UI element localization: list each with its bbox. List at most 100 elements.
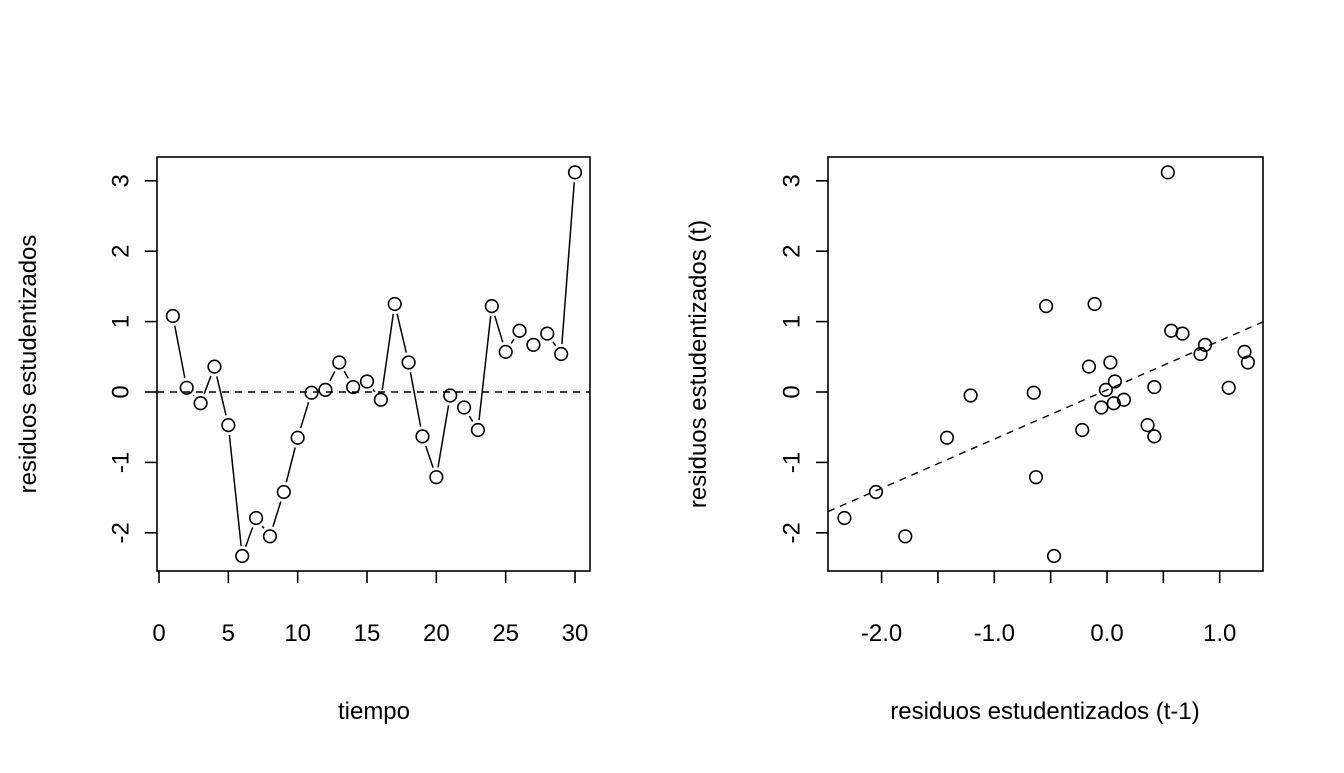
data-point: [387, 296, 402, 312]
y-tick-label: 3: [108, 174, 135, 187]
data-point: [1087, 296, 1102, 312]
data-point: [1039, 299, 1054, 314]
data-point: [1026, 385, 1041, 400]
segment: [381, 313, 395, 390]
y-axis: -2 -1 0 1 2 3: [779, 174, 828, 543]
x-axis-label: residuos estudentizados (t-1): [890, 698, 1200, 725]
segment: [329, 371, 336, 382]
x-axis: -2.0 -1.0 0.0 1.0: [861, 571, 1236, 647]
segment: [561, 182, 575, 345]
data-point: [221, 417, 236, 433]
y-tick-label: 0: [108, 385, 135, 398]
segment: [468, 415, 474, 422]
segment: [272, 501, 282, 527]
data-point: [540, 326, 555, 341]
data-point: [359, 374, 375, 389]
data-point: [498, 344, 513, 359]
data-point: [207, 359, 222, 374]
segment: [216, 376, 227, 416]
data-points: [837, 165, 1255, 564]
data-point: [484, 299, 499, 314]
data-point: [415, 429, 430, 444]
segment: [261, 525, 265, 529]
segment: [409, 372, 422, 427]
y-tick-label: 2: [779, 245, 806, 258]
data-point: [1107, 374, 1122, 389]
connecting-lines: [174, 182, 575, 547]
y-tick-label: -1: [779, 452, 806, 473]
segment: [174, 325, 186, 379]
data-point: [401, 355, 416, 370]
data-point: [1098, 382, 1113, 397]
y-tick-label: 0: [779, 385, 806, 398]
x-axis-label: tiempo: [338, 698, 410, 725]
data-point: [963, 388, 978, 403]
x-tick-label: 20: [423, 620, 450, 647]
data-point: [443, 388, 458, 403]
x-axis: 0 5 10 15 20 25 30: [152, 571, 588, 647]
data-point: [179, 380, 194, 395]
segment: [437, 405, 450, 468]
plot-box: [827, 156, 1264, 572]
data-point: [526, 337, 541, 352]
data-point: [346, 379, 361, 395]
y-axis-label: residuos estudentizados (t): [685, 220, 712, 508]
y-tick-label: 2: [108, 245, 135, 258]
data-point: [332, 355, 347, 370]
x-tick-label: 1.0: [1203, 620, 1236, 647]
data-point: [470, 422, 486, 438]
y-axis-label: residuos estudentizados: [15, 235, 42, 494]
segment: [552, 341, 557, 347]
data-point: [1147, 429, 1162, 444]
x-tick-label: 30: [562, 620, 589, 647]
data-point: [1081, 359, 1097, 374]
data-point: [262, 529, 278, 544]
residuals-vs-time-plot: -2 -1 0 1 2 3 0 5 10 15 20 25 30 tiempo residuos es…: [15, 156, 591, 725]
data-point: [1237, 344, 1252, 359]
data-point: [1094, 400, 1109, 415]
data-point: [1221, 380, 1236, 395]
x-tick-label: 5: [222, 620, 235, 647]
data-point: [1028, 470, 1044, 485]
segment: [372, 388, 376, 393]
x-tick-label: 15: [354, 620, 381, 647]
data-point: [512, 323, 527, 338]
segment: [203, 375, 212, 395]
y-tick-label: -2: [779, 522, 806, 543]
segment: [343, 370, 349, 379]
data-point: [304, 385, 319, 400]
x-tick-label: 25: [492, 620, 519, 647]
data-point: [429, 470, 444, 485]
segment: [478, 315, 492, 421]
data-point: [165, 308, 180, 324]
data-point: [1116, 392, 1132, 407]
data-point: [1175, 326, 1190, 341]
data-point: [1103, 355, 1118, 370]
data-point: [1106, 396, 1121, 411]
y-tick-label: -2: [108, 522, 135, 543]
data-point: [868, 484, 884, 500]
data-point: [193, 396, 208, 411]
x-tick-label: 0: [152, 620, 165, 647]
y-tick-label: 3: [779, 174, 806, 187]
data-point: [837, 510, 852, 526]
segment: [424, 445, 434, 468]
data-point: [373, 392, 388, 407]
data-point: [235, 548, 250, 564]
data-point: [1075, 422, 1090, 438]
data-point: [276, 484, 291, 500]
x-tick-label: -2.0: [861, 620, 902, 647]
data-points: [165, 165, 583, 564]
data-point: [567, 165, 583, 180]
x-tick-label: -1.0: [974, 620, 1015, 647]
segment: [299, 402, 310, 429]
x-tick-label: 10: [284, 620, 311, 647]
data-point: [318, 382, 333, 397]
y-tick-label: 1: [779, 315, 806, 328]
data-point: [1046, 548, 1062, 564]
segment: [493, 315, 504, 343]
x-tick-label: 0.0: [1090, 620, 1123, 647]
segment: [192, 394, 195, 397]
